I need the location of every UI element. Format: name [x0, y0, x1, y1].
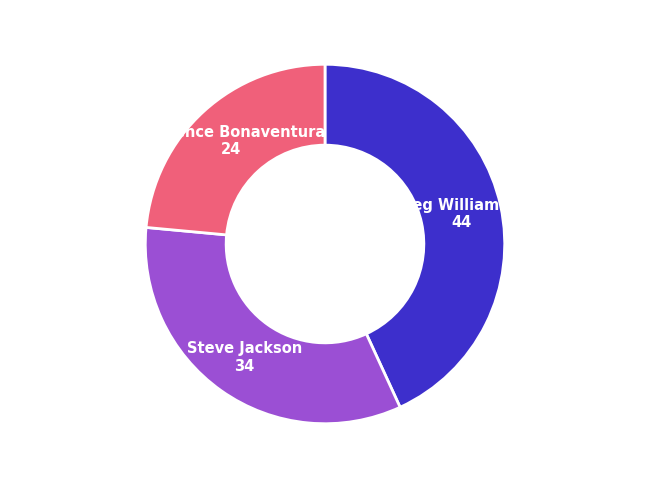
Text: Steve Jackson
34: Steve Jackson 34	[187, 342, 302, 374]
Wedge shape	[146, 64, 325, 235]
Wedge shape	[146, 227, 400, 424]
Wedge shape	[325, 64, 504, 407]
Text: Laurence Bonaventura
24: Laurence Bonaventura 24	[138, 125, 325, 157]
Text: Greg Williamson
44: Greg Williamson 44	[393, 198, 529, 230]
